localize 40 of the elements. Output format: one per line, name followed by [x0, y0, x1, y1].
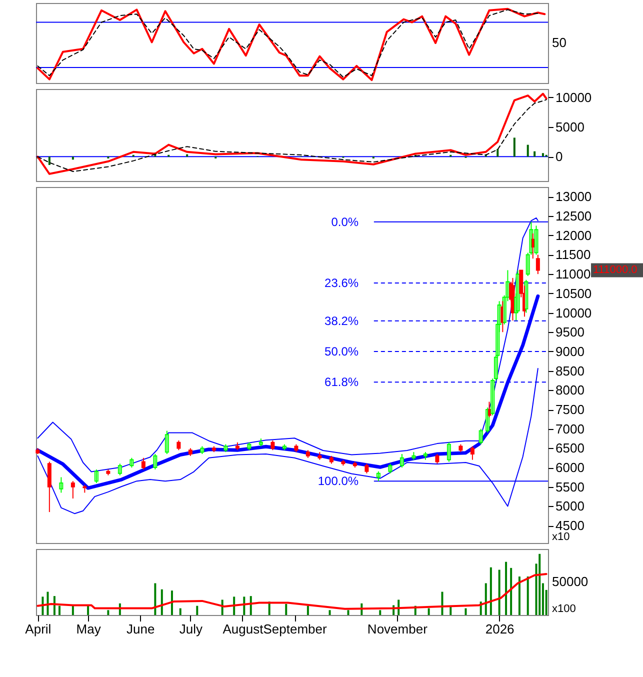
y-tick-label: 8500 [556, 363, 584, 378]
annotation: 38.2% [324, 314, 359, 328]
y-tick-label: 5500 [556, 479, 584, 494]
x-tick-label: August [222, 622, 264, 636]
x-tick-label: April [25, 622, 52, 636]
y-tick-label: 9500 [556, 324, 584, 340]
y-tick-label: 10500 [556, 286, 592, 301]
y-tick-label: 0 [556, 149, 563, 164]
x-tick-label: November [367, 622, 428, 636]
y-tick-label: 11000 [556, 266, 591, 282]
text: x10 [552, 531, 570, 543]
y-tick-label: 6000 [556, 460, 584, 476]
annotation: 50.0% [324, 344, 359, 358]
y-tick-label: 12000 [556, 228, 592, 243]
x-tick-label: September [263, 622, 328, 636]
y-tick-label: 12500 [556, 208, 592, 224]
y-tick-label: 7000 [556, 421, 584, 436]
annotation: 61.8% [324, 375, 359, 390]
y-tick-label: 8000 [556, 382, 584, 398]
y-tick-label: 10000 [556, 90, 592, 105]
y-tick-label: 11500 [556, 247, 591, 262]
y-tick-label: 5000 [556, 119, 584, 134]
annotation: 100.0% [318, 474, 359, 488]
text: 111000.0 [593, 264, 638, 276]
text: 50 [552, 35, 566, 50]
x-tick-label: July [179, 622, 203, 636]
y-tick-label: 5000 [556, 498, 584, 514]
x-tick-label: May [76, 622, 102, 636]
annotation: 23.6% [324, 276, 359, 290]
x-tick-label: 2026 [485, 622, 514, 636]
text: x100 [552, 603, 576, 615]
y-tick-label: 10000 [556, 305, 592, 320]
y-tick-label: 9000 [556, 344, 584, 359]
y-tick-label: 4500 [556, 518, 584, 534]
text: 50000 [552, 574, 588, 589]
annotation: 0.0% [331, 214, 359, 229]
x-tick-label: June [126, 622, 155, 636]
y-tick-label: 6500 [556, 440, 584, 456]
y-tick-label: 7500 [556, 402, 584, 417]
y-tick-label: 13000 [556, 189, 592, 204]
